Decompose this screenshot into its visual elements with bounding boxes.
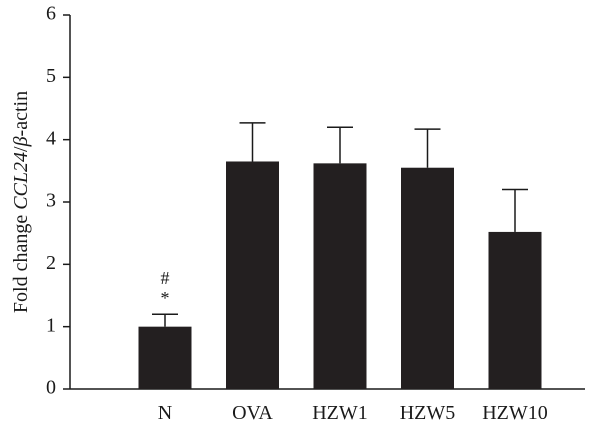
x-tick-label: HZW1 (312, 402, 368, 424)
svg-text:Fold change CCL24/β-actin: Fold change CCL24/β-actin (10, 91, 32, 313)
y-tick-label: 2 (46, 252, 56, 274)
bar (226, 161, 279, 389)
bar (138, 326, 192, 389)
y-axis-label: Fold change CCL24/β-actin (10, 91, 32, 313)
bars (138, 161, 542, 389)
y-axis-label-suffix: -actin (10, 91, 32, 137)
y-axis-label-slash: / (10, 146, 32, 152)
bar (313, 163, 367, 389)
y-tick-label: 0 (46, 377, 56, 399)
y-tick-label: 1 (46, 314, 56, 336)
error-bars (152, 122, 528, 327)
bar (488, 231, 542, 389)
y-axis-label-beta: β (10, 136, 32, 147)
significance-marker: * (161, 288, 170, 308)
x-tick-label: N (158, 402, 172, 424)
x-tick-label: OVA (232, 402, 273, 424)
annotations: *# (161, 268, 170, 308)
bar (401, 167, 454, 389)
y-tick-label: 6 (46, 3, 56, 25)
y-tick-label: 3 (46, 190, 56, 212)
x-tick-label: HZW10 (482, 402, 548, 424)
y-tick-label: 5 (46, 65, 56, 87)
y-axis-label-prefix: Fold change (10, 210, 32, 313)
x-tick-label: HZW5 (400, 402, 456, 424)
y-tick-label: 4 (46, 127, 56, 149)
y-axis-label-gene: CCL24 (10, 152, 32, 210)
significance-marker: # (161, 268, 170, 288)
